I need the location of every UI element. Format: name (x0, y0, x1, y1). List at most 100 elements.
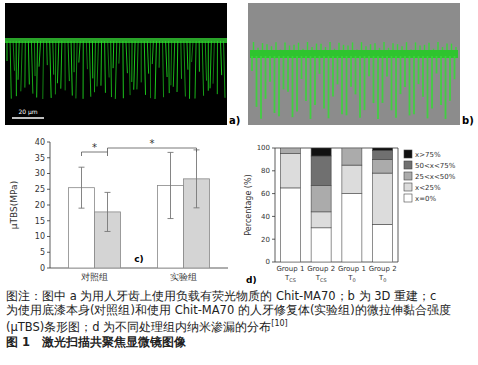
image-streak (122, 41, 123, 98)
x-tick-label: Group 1T0 (338, 265, 366, 283)
y-tick-label: 10 (35, 232, 45, 241)
image-streak (287, 56, 289, 92)
image-streak (427, 56, 429, 118)
y-tick-label: 20 (261, 236, 270, 244)
annotation: * (92, 142, 97, 153)
image-streak (422, 56, 424, 97)
image-streak (395, 56, 397, 118)
image-streak (79, 41, 80, 63)
image-streak (61, 41, 62, 89)
image-streak (311, 47, 312, 50)
image-streak (283, 56, 285, 89)
image-streak (292, 56, 294, 117)
image-streak (302, 49, 303, 50)
image-streak (89, 41, 90, 97)
legend-label: x>75% (415, 151, 441, 159)
image-streak (115, 41, 116, 99)
y-tick (272, 239, 275, 240)
x-tick-label: 实验组 (170, 272, 197, 282)
image-streak (271, 46, 272, 50)
y-tick (47, 236, 50, 237)
x-tick-label: 对照组 (81, 272, 108, 282)
image-streak (314, 56, 316, 105)
bar-segment (311, 156, 331, 186)
label-line: Group 2 (369, 265, 397, 273)
panel-label: d) (246, 275, 257, 285)
image-streak (100, 41, 102, 86)
image-streak (413, 56, 415, 114)
image-streak (195, 41, 196, 99)
image-streak (131, 41, 132, 82)
image-streak (383, 42, 384, 50)
x-tick-label: Group 2T0 (369, 265, 397, 283)
image-streak (147, 41, 148, 74)
image-streak (356, 49, 357, 51)
y-tick-label: 80 (261, 167, 270, 175)
image-streak (104, 41, 106, 93)
image-streak (319, 56, 321, 74)
image-streak (274, 56, 276, 113)
image-a: 20 μma) (5, 3, 240, 126)
bar-segment (280, 148, 300, 149)
image-streak (454, 56, 456, 79)
image-streak (163, 41, 164, 97)
caption: 图注：图中 a 为用人牙齿上使用负载有荧光物质的 Chit-MA70；b 为 3… (6, 289, 451, 349)
image-streak (455, 47, 456, 50)
image-streak (298, 43, 299, 50)
y-tick (272, 193, 275, 194)
image-streak (370, 44, 371, 50)
y-tick-label: 0 (40, 264, 45, 273)
bar-segment (280, 154, 300, 188)
image-streak (301, 56, 303, 79)
image-streak (173, 41, 174, 87)
image-streak (278, 56, 280, 116)
image-streak (328, 56, 330, 118)
bar-segment (373, 173, 393, 224)
image-streak (316, 44, 317, 50)
image-streak (424, 45, 425, 50)
image-streak (210, 41, 211, 88)
image-streak (224, 41, 225, 98)
bar-segment (373, 150, 393, 159)
scale-bar (12, 117, 44, 119)
chart-c: 0510152025303540μTBS(MPa)对照组实验组**c) (9, 138, 228, 282)
image-streak (392, 43, 393, 50)
image-streak (83, 41, 84, 99)
image-streak (338, 43, 339, 50)
image-streak (419, 46, 420, 50)
y-tick-label: 35 (35, 154, 45, 163)
y-tick (47, 142, 50, 143)
image-streak (168, 41, 170, 93)
image-streak (92, 41, 93, 78)
image-streak (110, 41, 112, 97)
image-streak (199, 41, 200, 72)
label-subscript: CS (320, 277, 327, 283)
image-streak (440, 56, 442, 105)
image-streak (46, 41, 48, 65)
bar-segment (342, 148, 362, 165)
legend-swatch (404, 183, 412, 191)
bar-segment (311, 212, 331, 228)
image-streak (391, 56, 393, 110)
image-streak (21, 41, 22, 91)
image-streak (449, 56, 451, 101)
legend: x>75%50<x<75%25<x<50%x<25%x=0% (404, 150, 456, 203)
y-axis (50, 142, 51, 268)
error-bar (79, 167, 85, 208)
image-streak (451, 44, 452, 50)
image-streak (373, 56, 375, 103)
image-streak (310, 56, 312, 119)
image-streak (137, 41, 138, 89)
image-streak (284, 42, 285, 50)
y-tick-label: 60 (261, 190, 270, 198)
image-streak (71, 41, 72, 96)
label-subscript: 0 (383, 277, 386, 283)
image-streak (410, 49, 411, 51)
x-tick-label: Group 1TCS (276, 265, 304, 283)
legend-label: x<25% (415, 184, 441, 192)
image-streak (42, 41, 44, 99)
image-streak (431, 56, 433, 108)
image-streak (97, 41, 98, 86)
y-tick (47, 189, 50, 190)
label-subscript: 0 (352, 277, 355, 283)
